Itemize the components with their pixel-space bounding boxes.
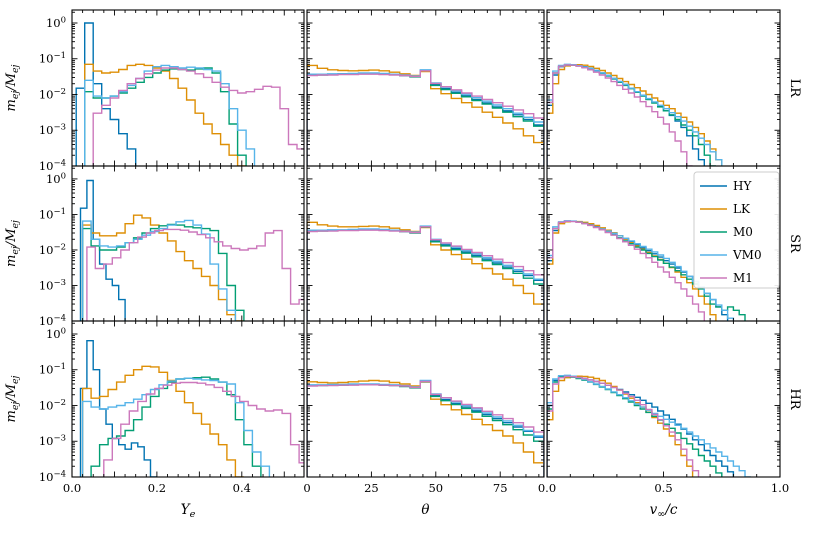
series-M1-line (547, 220, 705, 321)
series-M1-line (103, 381, 304, 477)
series-M1-line (307, 70, 544, 166)
x-tick-label: 0.0 (63, 481, 81, 495)
x-tick-label: 25 (364, 481, 379, 495)
series-LK-line (307, 64, 544, 166)
x-axis-label-col2: v∞/c (650, 502, 678, 520)
y-axis-label: mej/Mej (4, 64, 21, 111)
axes-SR-col1 (306, 165, 545, 322)
series-HY-line (307, 380, 544, 477)
series-M0-line (547, 64, 716, 166)
series-HY-line (547, 375, 735, 477)
y-tick-label: 10−3 (39, 278, 66, 293)
series-LK-line (547, 220, 717, 321)
y-tick-label: 10−2 (39, 243, 66, 258)
panel-LR-col0 (75, 22, 304, 166)
series-LK-line (307, 379, 544, 477)
x-tick-label: 50 (428, 481, 443, 495)
y-tick-label: 10−1 (39, 51, 66, 65)
x-axis-label-col0: Ye (181, 502, 196, 520)
y-tick-label: 10−2 (39, 398, 66, 413)
legend-label-LK: LK (733, 202, 751, 216)
y-tick-label: 10−4 (39, 159, 66, 174)
series-HY-line (307, 69, 544, 166)
axes-LR-col1 (306, 9, 545, 167)
legend-label-M1: M1 (733, 271, 753, 285)
y-axis-label: mej/Mej (4, 220, 21, 267)
series-LK-line (81, 214, 244, 321)
series-VM0-line (547, 374, 751, 477)
series-M1-line (547, 64, 693, 166)
series-LK-line (307, 221, 544, 321)
series-M0-line (84, 67, 247, 166)
series-HY-line (79, 340, 157, 477)
series-HY-line (75, 22, 137, 166)
axes-LR-col2 (546, 9, 781, 167)
panel-LR-col2 (547, 63, 723, 166)
x-tick-label: 0.0 (538, 481, 556, 495)
panel-HR-col1 (307, 379, 544, 477)
legend: HY LK M0 VM0 M1 (693, 171, 780, 289)
legend-label-VM0: VM0 (732, 248, 762, 262)
axes-HR-col2 (546, 320, 781, 478)
row-label-HR: HR (787, 388, 802, 410)
y-tick-label: 10−1 (39, 362, 66, 377)
panel-HR-col0 (79, 340, 304, 477)
x-tick-label: 1.0 (771, 481, 789, 495)
axes-SR-col0 (71, 165, 305, 322)
x-tick-label: 0 (303, 481, 310, 495)
x-tick-label: 75 (493, 481, 508, 495)
series-LK-line (84, 63, 247, 166)
y-tick-label: 100 (46, 16, 66, 31)
series-HY-line (79, 179, 126, 321)
series-M1-line (307, 226, 544, 321)
series-VM0-line (307, 69, 544, 166)
y-tick-label: 10−3 (39, 434, 66, 449)
series-LK-line (547, 375, 694, 477)
series-M0-line (307, 226, 544, 321)
y-tick-label: 10−4 (39, 314, 66, 329)
series-M0-line (547, 375, 723, 477)
series-M1-line (86, 228, 304, 321)
row-label-SR: SR (787, 234, 802, 254)
series-M1-line (307, 380, 544, 477)
axes-LR-col0 (71, 9, 305, 167)
panel-HR-col2 (547, 374, 751, 477)
series-VM0-line (81, 377, 271, 477)
panel-LR-col1 (307, 64, 544, 166)
x-tick-label: 0.5 (654, 481, 672, 495)
y-axis-label: mej/Mej (4, 375, 21, 422)
legend-label-HY: HY (733, 179, 752, 193)
y-tick-label: 100 (46, 327, 66, 342)
series-VM0-line (307, 225, 544, 321)
legend-label-M0: M0 (733, 225, 753, 239)
x-tick-label: 0.4 (233, 481, 251, 495)
panel-SR-col0 (79, 179, 304, 321)
y-tick-label: 10−1 (39, 207, 66, 222)
x-tick-label: 0.2 (148, 481, 166, 495)
series-VM0-line (547, 63, 723, 166)
y-tick-label: 100 (46, 171, 66, 186)
series-M1-line (92, 67, 304, 166)
series-M0-line (307, 381, 544, 477)
x-axis-label-col1: θ (421, 502, 429, 518)
series-LK-line (81, 365, 244, 477)
y-tick-label: 10−3 (39, 123, 66, 138)
series-M1-line (547, 375, 700, 477)
row-label-LR: LR (787, 79, 802, 99)
axes-HR-col0 (71, 320, 305, 478)
axes-HR-col1 (306, 320, 545, 478)
series-M0-line (81, 223, 245, 321)
series-LK-line (547, 64, 723, 166)
series-HY-line (307, 226, 544, 321)
series-M0-line (307, 70, 544, 166)
panel-SR-col1 (307, 221, 544, 321)
y-tick-label: 10−2 (39, 87, 66, 102)
series-VM0-line (307, 379, 544, 477)
y-tick-label: 10−4 (39, 470, 66, 485)
